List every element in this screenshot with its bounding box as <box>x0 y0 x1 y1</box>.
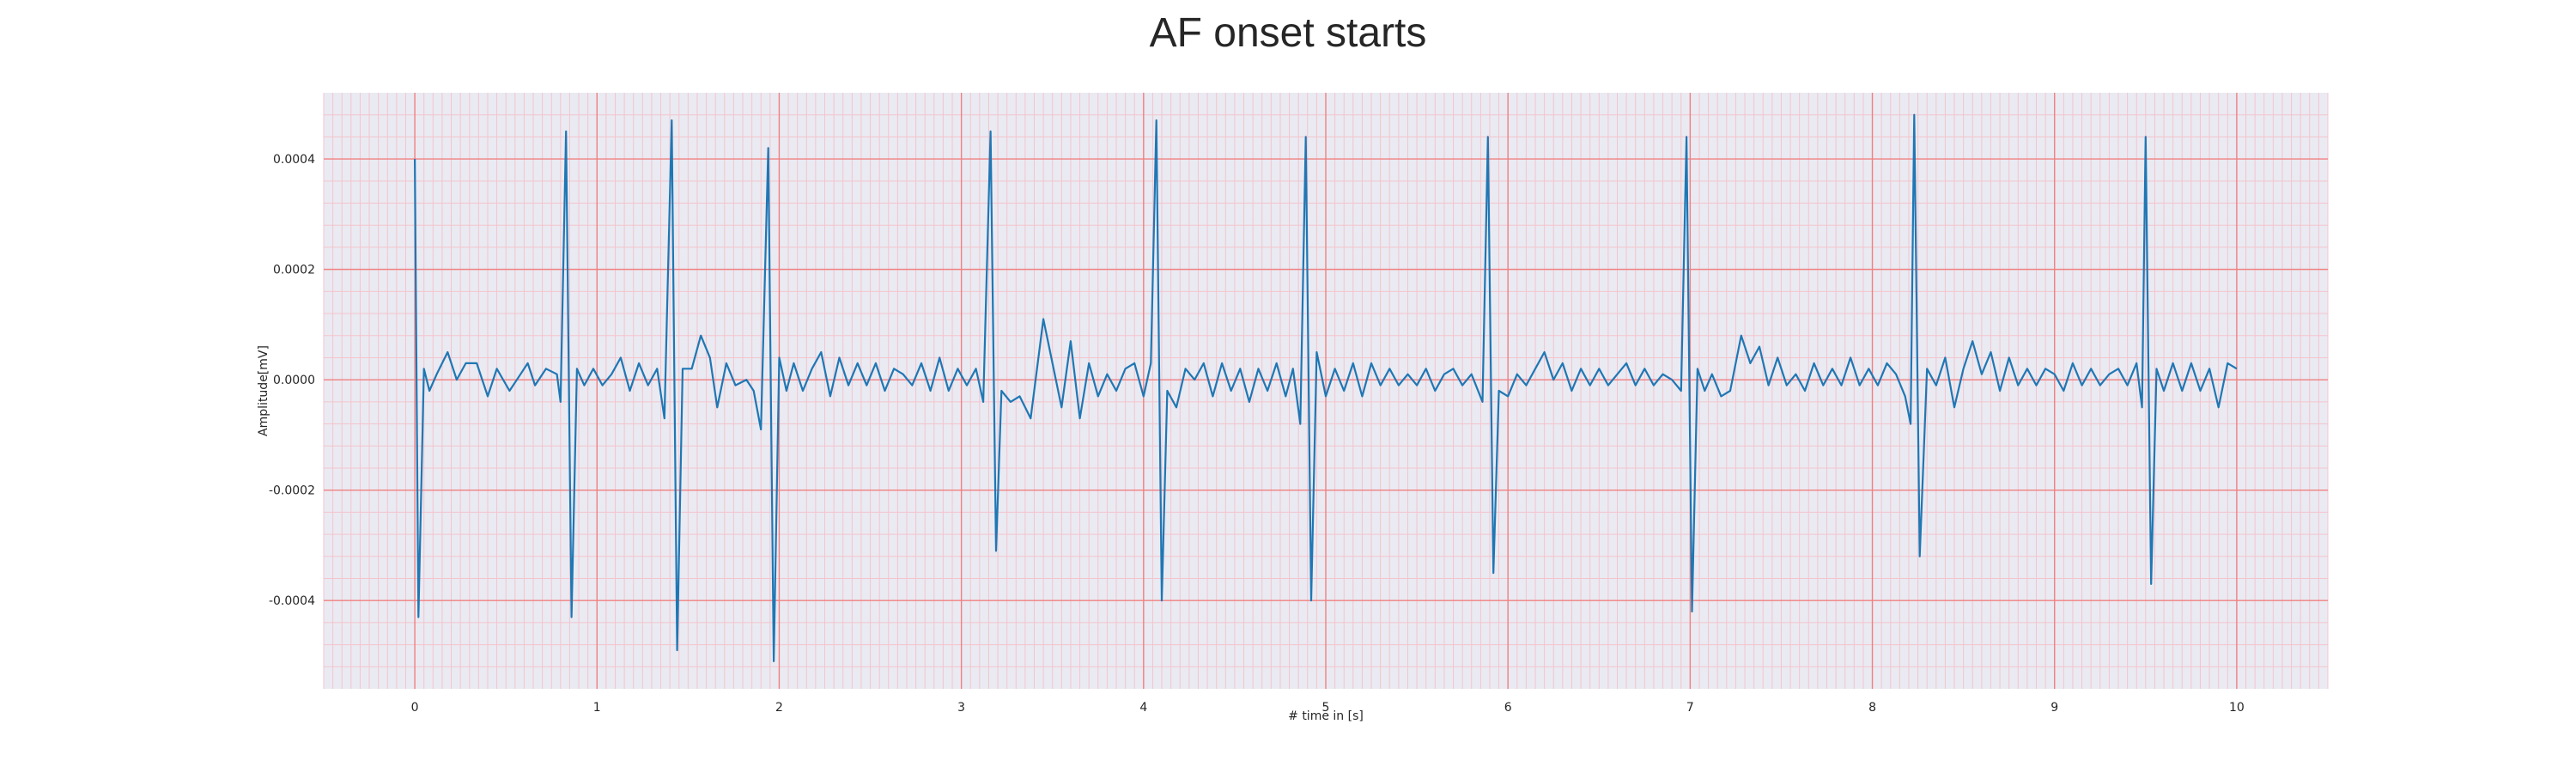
x-axis-label: # time in [s] <box>1288 709 1364 723</box>
x-tick-label: 8 <box>1868 701 1876 715</box>
y-tick-label: -0.0004 <box>269 594 315 608</box>
x-tick-label: 1 <box>593 701 601 715</box>
x-tick-label: 7 <box>1686 701 1694 715</box>
x-tick-label: 2 <box>775 701 783 715</box>
y-axis-ticks: -0.0004 -0.0002 0.0000 0.0002 0.0004 <box>269 153 315 608</box>
y-tick-label: 0.0000 <box>273 374 315 387</box>
ecg-signal-line <box>414 113 2238 662</box>
x-tick-label: 0 <box>411 701 419 715</box>
y-tick-label: -0.0002 <box>269 484 315 498</box>
chart-title: AF onset starts <box>1150 10 1427 56</box>
y-tick-label: 0.0004 <box>273 153 315 167</box>
y-tick-label: 0.0002 <box>273 264 315 277</box>
x-tick-label: 3 <box>957 701 965 715</box>
x-axis-ticks: 0 1 2 3 4 5 6 7 8 9 10 <box>411 701 2245 715</box>
x-tick-label: 5 <box>1322 701 1330 715</box>
y-axis-label: Amplitude[mV] <box>257 345 270 436</box>
x-tick-label: 6 <box>1504 701 1512 715</box>
x-tick-label: 4 <box>1139 701 1147 715</box>
x-tick-label: 10 <box>2229 701 2245 715</box>
x-tick-label: 9 <box>2050 701 2058 715</box>
